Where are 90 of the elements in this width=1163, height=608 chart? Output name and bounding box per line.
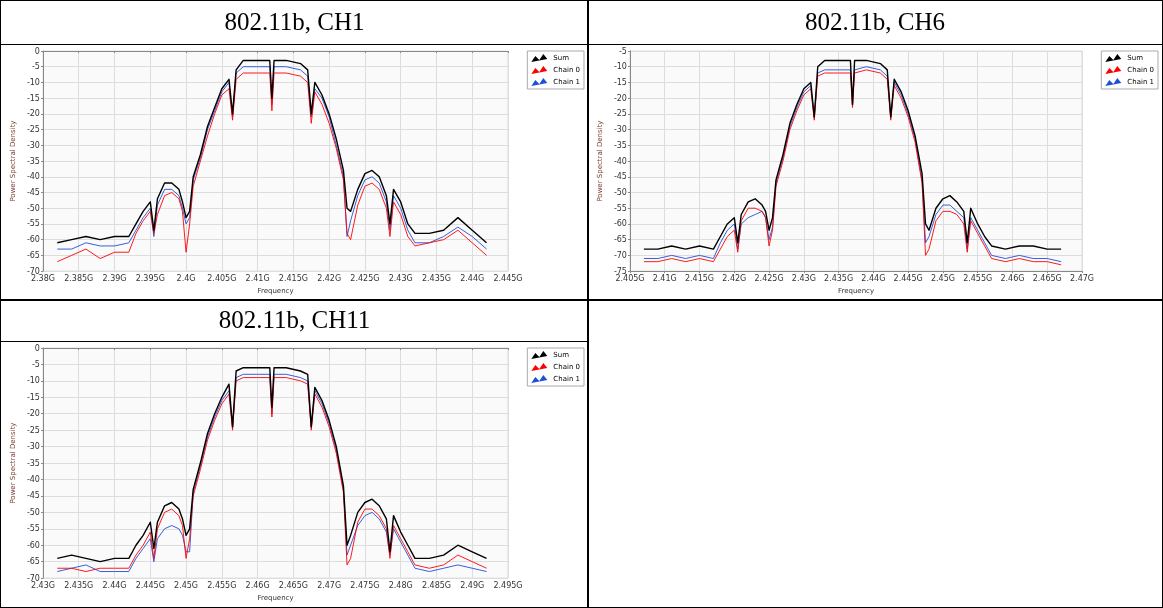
y-tick-label: -40	[26, 474, 40, 484]
x-tick-label: 2.455G	[207, 580, 237, 590]
y-tick-label: -60	[26, 235, 40, 245]
y-tick-label: -45	[26, 187, 40, 197]
y-tick-label: -65	[26, 250, 40, 260]
x-tick-label: 2.47G	[317, 580, 342, 590]
y-tick-label: -35	[26, 156, 40, 166]
y-tick-label: -55	[613, 203, 627, 213]
y-tick-label: -65	[26, 557, 40, 567]
x-tick-label: 2.41G	[652, 273, 677, 283]
y-tick-label: -40	[26, 172, 40, 182]
y-tick-label: -15	[613, 77, 627, 87]
x-tick-label: 2.48G	[388, 580, 413, 590]
y-tick-label: -10	[613, 62, 627, 72]
x-tick-label: 2.405G	[207, 273, 237, 283]
y-tick-label: -45	[613, 172, 627, 182]
y-tick-label: -20	[613, 93, 627, 103]
x-tick-label: 2.46G	[1000, 273, 1025, 283]
y-tick-label: -30	[26, 140, 40, 150]
x-tick-label: 2.415G	[684, 273, 715, 283]
y-tick-label: -5	[31, 359, 40, 369]
y-tick-label: -25	[26, 425, 40, 435]
x-tick-label: 2.455G	[963, 273, 993, 283]
chart-title: 802.11b, CH11	[1, 300, 588, 342]
x-tick-label: 2.445G	[893, 273, 923, 283]
y-tick-label: -15	[26, 392, 40, 402]
chart-title: 802.11b, CH6	[588, 1, 1162, 45]
x-tick-label: 2.43G	[30, 580, 55, 590]
y-tick-label: -55	[26, 219, 40, 229]
y-tick-label: -15	[26, 93, 40, 103]
x-tick-label: 2.485G	[421, 580, 452, 590]
y-tick-label: -50	[26, 507, 40, 517]
x-tick-label: 2.43G	[791, 273, 816, 283]
y-tick-label: -35	[26, 458, 40, 468]
y-tick-label: -50	[26, 203, 40, 213]
y-tick-label: 0	[34, 46, 40, 56]
y-tick-label: -60	[26, 540, 40, 550]
y-tick-label: -5	[31, 62, 40, 72]
x-tick-label: 2.44G	[861, 273, 886, 283]
x-tick-label: 2.42G	[317, 273, 342, 283]
x-tick-label: 2.4G	[176, 273, 196, 283]
x-tick-label: 2.45G	[174, 580, 199, 590]
y-tick-label: -70	[613, 250, 627, 260]
y-tick-label: -25	[613, 109, 627, 119]
y-tick-label: -10	[26, 77, 40, 87]
x-tick-label: 2.395G	[135, 273, 165, 283]
x-tick-label: 2.39G	[102, 273, 127, 283]
x-tick-label: 2.42G	[722, 273, 747, 283]
x-tick-label: 2.415G	[278, 273, 308, 283]
y-tick-label: -75	[613, 266, 627, 276]
y-tick-label: -5	[618, 46, 627, 56]
x-tick-label: 2.445G	[493, 273, 523, 283]
y-tick-label: -70	[26, 573, 40, 583]
x-tick-label: 2.425G	[350, 273, 380, 283]
x-tick-label: 2.385G	[64, 273, 94, 283]
x-tick-label: 2.43G	[388, 273, 413, 283]
y-tick-label: -70	[26, 266, 40, 276]
x-tick-label: 2.465G	[1032, 273, 1062, 283]
y-tick-label: -20	[26, 409, 40, 419]
y-tick-label: -35	[613, 140, 627, 150]
y-tick-label: -30	[26, 442, 40, 452]
y-tick-label: -45	[26, 491, 40, 501]
x-tick-label: 2.445G	[135, 580, 165, 590]
x-tick-label: 2.44G	[460, 273, 485, 283]
x-tick-label: 2.475G	[350, 580, 380, 590]
x-tick-label: 2.435G	[421, 273, 452, 283]
y-tick-label: 0	[34, 343, 40, 353]
y-tick-label: -30	[613, 125, 627, 135]
x-tick-label: 2.47G	[1069, 273, 1095, 283]
x-tick-label: 2.49G	[460, 580, 485, 590]
x-tick-label: 2.38G	[30, 273, 55, 283]
y-tick-label: -60	[613, 219, 627, 229]
x-tick-label: 2.495G	[493, 580, 523, 590]
x-tick-label: 2.465G	[278, 580, 308, 590]
x-tick-label: 2.435G	[824, 273, 854, 283]
x-tick-label: 2.425G	[754, 273, 784, 283]
chart-title: 802.11b, CH1	[1, 1, 588, 45]
y-tick-label: -40	[613, 156, 627, 166]
y-tick-label: -25	[26, 125, 40, 135]
y-tick-label: -10	[26, 376, 40, 386]
x-tick-label: 2.41G	[245, 273, 270, 283]
x-tick-label: 2.44G	[102, 580, 127, 590]
y-tick-label: -50	[613, 187, 627, 197]
y-tick-label: -20	[26, 109, 40, 119]
y-tick-label: -55	[26, 524, 40, 534]
x-tick-label: 2.46G	[245, 580, 270, 590]
x-tick-label: 2.435G	[64, 580, 94, 590]
x-tick-label: 2.405G	[615, 273, 645, 283]
y-tick-label: -65	[613, 235, 627, 245]
x-tick-label: 2.45G	[930, 273, 955, 283]
